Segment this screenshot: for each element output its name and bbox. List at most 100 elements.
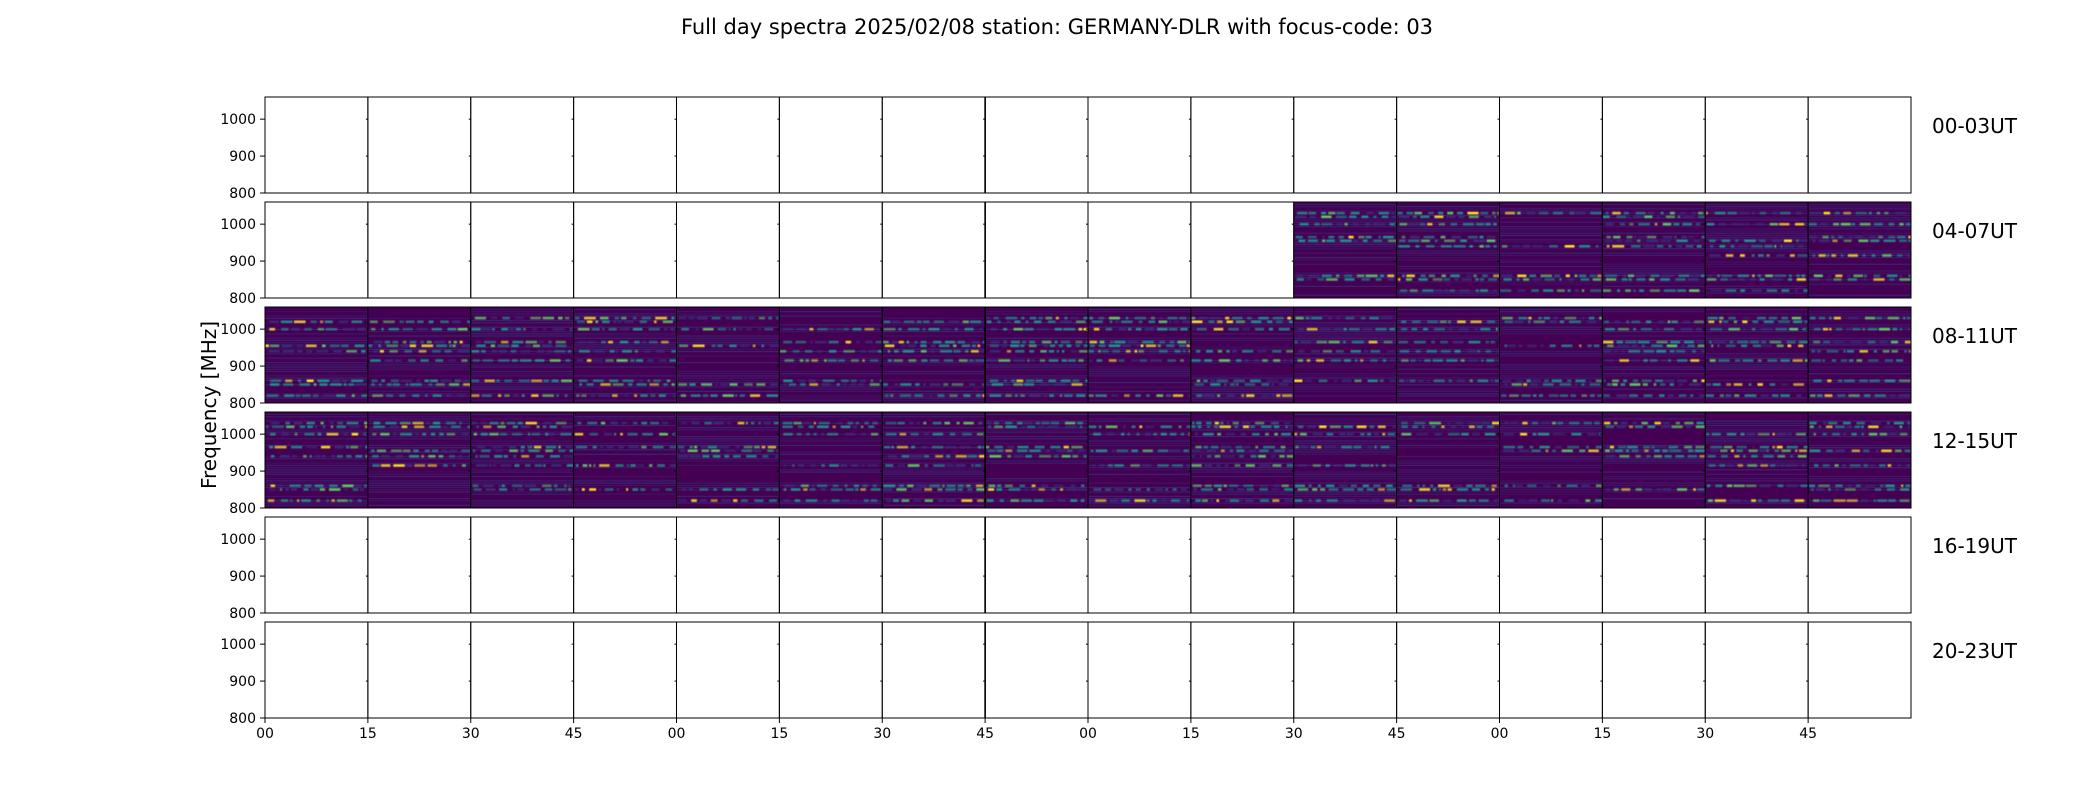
rfi-dash bbox=[1861, 432, 1864, 436]
rfi-dash bbox=[429, 425, 441, 429]
rfi-dash bbox=[679, 344, 689, 348]
rfi-dash bbox=[1556, 289, 1565, 292]
rfi-dash bbox=[1896, 359, 1903, 362]
noise-line bbox=[676, 375, 780, 377]
rfi-dash bbox=[1131, 359, 1139, 362]
rfi-dash bbox=[1533, 394, 1537, 397]
noise-line bbox=[1499, 401, 1603, 404]
rfi-dash bbox=[400, 432, 412, 436]
rfi-dash bbox=[1735, 239, 1739, 243]
rfi-dash bbox=[1480, 278, 1485, 281]
noise-line bbox=[779, 453, 883, 455]
rfi-dash bbox=[1847, 254, 1858, 257]
rfi-dash bbox=[1411, 327, 1418, 331]
noise-line bbox=[573, 308, 677, 311]
rfi-dash bbox=[1605, 449, 1610, 453]
rfi-dash bbox=[582, 464, 588, 467]
noise-line bbox=[1808, 348, 1911, 350]
rfi-dash bbox=[1710, 327, 1723, 331]
rfi-dash bbox=[1895, 449, 1902, 453]
rfi-dash bbox=[269, 488, 276, 491]
rfi-dash bbox=[1501, 274, 1513, 278]
spectrum-segment bbox=[1602, 306, 1706, 404]
rfi-dash bbox=[624, 394, 629, 397]
rfi-dash bbox=[581, 488, 585, 491]
noise-line bbox=[676, 350, 780, 353]
rfi-dash bbox=[929, 383, 941, 386]
noise-line bbox=[1602, 462, 1706, 464]
rfi-dash bbox=[1641, 421, 1648, 425]
rfi-dash bbox=[1856, 421, 1865, 425]
noise-line bbox=[573, 399, 677, 401]
rfi-dash bbox=[1662, 421, 1670, 425]
segment-frame bbox=[778, 201, 883, 299]
rfi-dash bbox=[302, 394, 311, 397]
rfi-dash bbox=[404, 350, 412, 353]
noise-line bbox=[367, 375, 471, 377]
noise-line bbox=[882, 455, 986, 458]
spectrum-segment bbox=[1808, 307, 1911, 403]
rfi-band bbox=[1605, 455, 1706, 458]
rfi-dash bbox=[1369, 425, 1375, 429]
noise-line bbox=[1705, 212, 1809, 214]
segment-frame bbox=[573, 621, 677, 719]
rfi-dash bbox=[1533, 320, 1545, 324]
noise-line bbox=[1293, 473, 1397, 475]
rfi-dash bbox=[1797, 245, 1804, 248]
rfi-band bbox=[681, 421, 780, 425]
rfi-dash bbox=[484, 340, 496, 344]
rfi-dash bbox=[724, 455, 730, 458]
rfi-dash bbox=[512, 340, 524, 344]
rfi-dash bbox=[1112, 350, 1120, 353]
rfi-dash bbox=[1274, 449, 1285, 453]
rfi-dash bbox=[1795, 449, 1798, 453]
rfi-dash bbox=[1861, 425, 1864, 429]
rfi-dash bbox=[1108, 344, 1121, 348]
noise-line bbox=[1499, 460, 1603, 462]
rfi-dash bbox=[851, 464, 858, 467]
rfi-dash bbox=[1443, 278, 1451, 281]
rfi-dash bbox=[1897, 235, 1906, 239]
rfi-dash bbox=[483, 484, 494, 488]
rfi-dash bbox=[1500, 289, 1512, 292]
rfi-band bbox=[270, 379, 364, 383]
noise-line bbox=[676, 326, 780, 328]
rfi-dash bbox=[1210, 499, 1214, 502]
rfi-dash bbox=[447, 327, 457, 331]
rfi-dash bbox=[1595, 379, 1602, 383]
rfi-dash bbox=[1588, 379, 1592, 383]
rfi-dash bbox=[1606, 245, 1610, 248]
noise-line bbox=[882, 317, 986, 319]
rfi-dash bbox=[1078, 359, 1084, 362]
rfi-dash bbox=[1011, 379, 1016, 383]
x-tick-label: 30 bbox=[1285, 726, 1303, 742]
rfi-dash bbox=[1721, 455, 1728, 458]
rfi-dash bbox=[1004, 379, 1007, 383]
rfi-dash bbox=[1694, 320, 1704, 324]
rfi-dash bbox=[598, 394, 610, 397]
rfi-dash bbox=[1559, 278, 1562, 281]
rfi-dash bbox=[1014, 394, 1018, 397]
rfi-dash bbox=[555, 421, 567, 425]
rfi-dash bbox=[932, 432, 944, 436]
noise-line bbox=[1602, 373, 1706, 375]
rfi-dash bbox=[626, 464, 629, 467]
rfi-band bbox=[372, 432, 471, 436]
rfi-dash bbox=[1496, 327, 1499, 331]
rfi-dash bbox=[906, 340, 909, 344]
rfi-dash bbox=[955, 455, 967, 458]
rfi-band bbox=[986, 421, 1083, 425]
rfi-dash bbox=[1344, 464, 1356, 467]
rfi-dash bbox=[731, 316, 742, 320]
rfi-dash bbox=[1088, 394, 1094, 397]
rfi-dash bbox=[1239, 455, 1244, 458]
rfi-dash bbox=[1669, 211, 1675, 215]
rfi-dash bbox=[1022, 340, 1027, 344]
rfi-dash bbox=[882, 340, 889, 344]
rfi-dash bbox=[577, 327, 590, 331]
noise-line bbox=[1396, 444, 1500, 447]
noise-line bbox=[985, 328, 1088, 330]
rfi-dash bbox=[372, 394, 383, 397]
noise-line bbox=[1396, 399, 1500, 401]
rfi-dash bbox=[724, 449, 736, 453]
